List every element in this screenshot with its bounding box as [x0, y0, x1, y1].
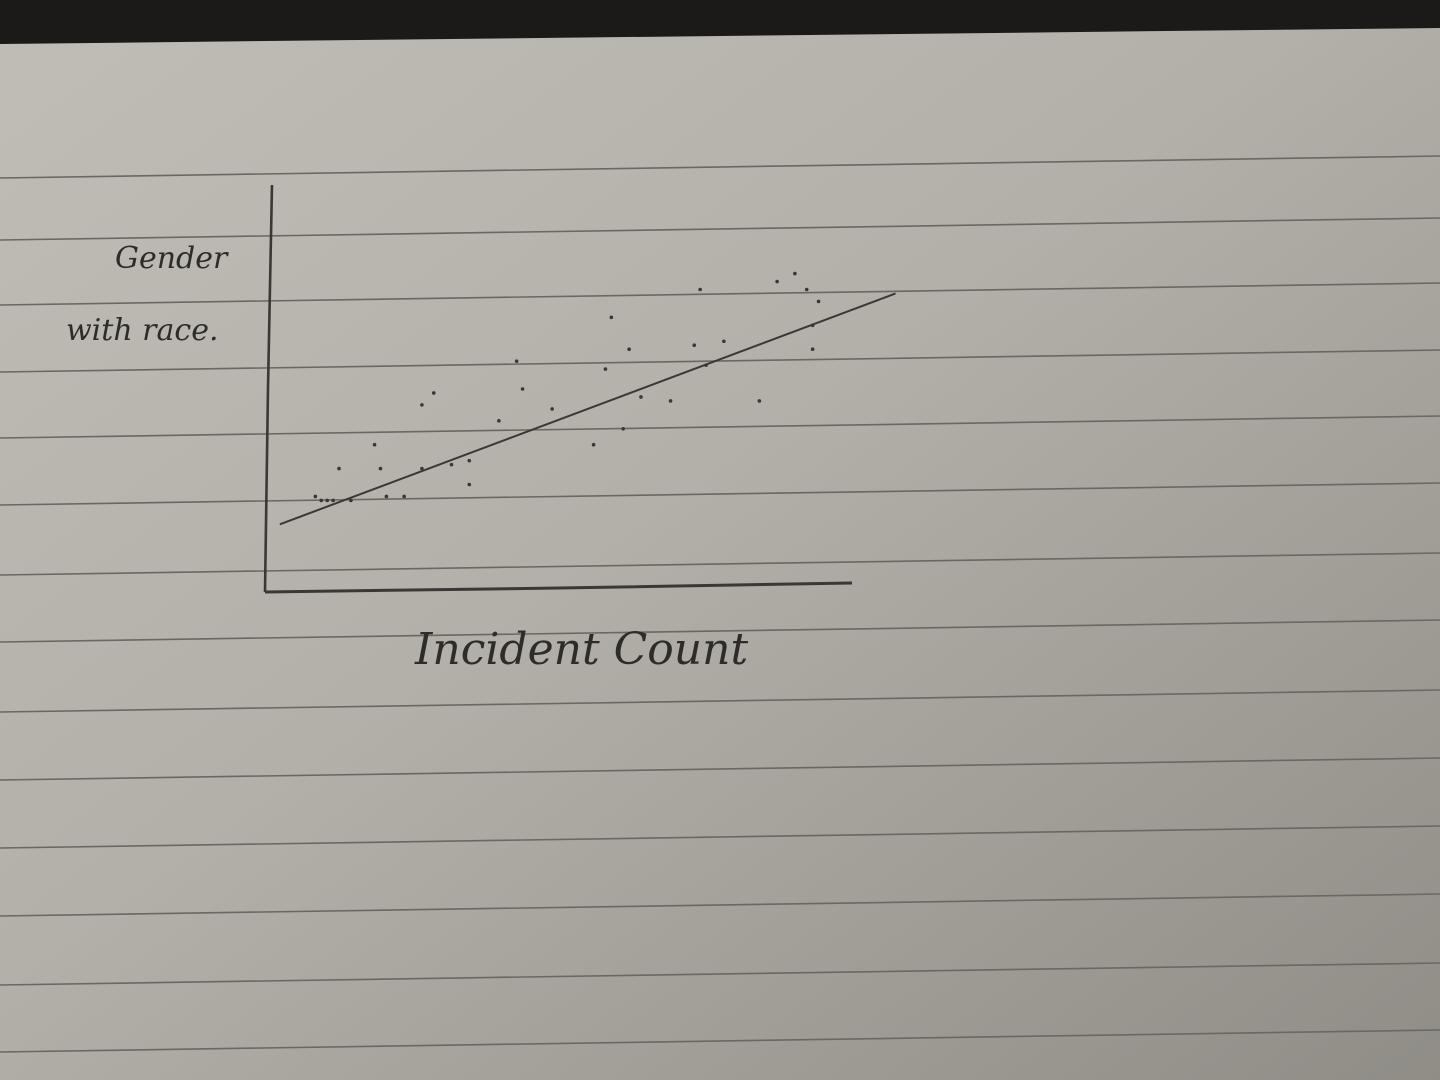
- ruled-line: [0, 155, 1440, 179]
- data-point: [603, 367, 608, 371]
- data-point: [698, 287, 702, 292]
- data-point: [402, 494, 406, 499]
- ruled-line: [0, 619, 1440, 643]
- data-point: [609, 315, 614, 320]
- ruled-line: [0, 689, 1440, 713]
- ruled-line: [0, 1029, 1440, 1053]
- data-point: [331, 498, 335, 503]
- data-point: [420, 466, 424, 471]
- y-axis-label-line-2: with race.: [66, 313, 219, 348]
- ruled-line: [0, 482, 1440, 506]
- y-axis: [263, 184, 274, 593]
- ruled-line: [0, 552, 1440, 576]
- ruled-lines: [0, 155, 1440, 1053]
- ruled-line: [0, 757, 1440, 781]
- data-point: [692, 343, 697, 348]
- notebook-page: [0, 28, 1440, 1080]
- data-point: [810, 347, 815, 352]
- ruled-line: [0, 415, 1440, 439]
- data-point: [816, 299, 821, 304]
- data-point: [514, 359, 519, 363]
- trend-line: [279, 292, 896, 526]
- ruled-line: [0, 893, 1440, 917]
- data-point: [337, 466, 341, 471]
- ruled-line: [0, 217, 1440, 241]
- data-point: [804, 287, 809, 292]
- data-point: [639, 395, 643, 399]
- data-point: [621, 427, 625, 431]
- data-point: [384, 494, 389, 499]
- ruled-line: [0, 349, 1440, 373]
- data-point: [349, 498, 353, 503]
- data-point: [757, 399, 762, 403]
- data-point: [431, 391, 436, 395]
- ruled-line: [0, 282, 1440, 306]
- data-point: [722, 339, 726, 344]
- scatter-chart: Gender with race. Incident Count: [66, 184, 896, 675]
- data-point: [325, 498, 330, 503]
- data-point: [378, 466, 383, 471]
- data-point: [372, 442, 377, 447]
- data-point: [520, 387, 525, 391]
- data-point: [775, 279, 779, 284]
- y-axis-label-line-1: Gender: [115, 241, 229, 276]
- data-point: [420, 403, 424, 407]
- data-point: [550, 407, 554, 411]
- x-axis: [264, 581, 853, 594]
- data-point: [467, 458, 472, 463]
- data-point: [467, 482, 472, 487]
- data-point: [449, 462, 454, 467]
- data-point: [627, 347, 631, 352]
- data-points: [313, 271, 821, 503]
- x-axis-label: Incident Count: [414, 624, 748, 675]
- data-point: [313, 494, 318, 499]
- data-point: [793, 271, 797, 276]
- data-point: [497, 419, 501, 423]
- data-point: [668, 399, 673, 403]
- ruled-line: [0, 825, 1440, 849]
- data-point: [591, 442, 596, 447]
- ruled-line: [0, 962, 1440, 986]
- data-point: [319, 498, 324, 503]
